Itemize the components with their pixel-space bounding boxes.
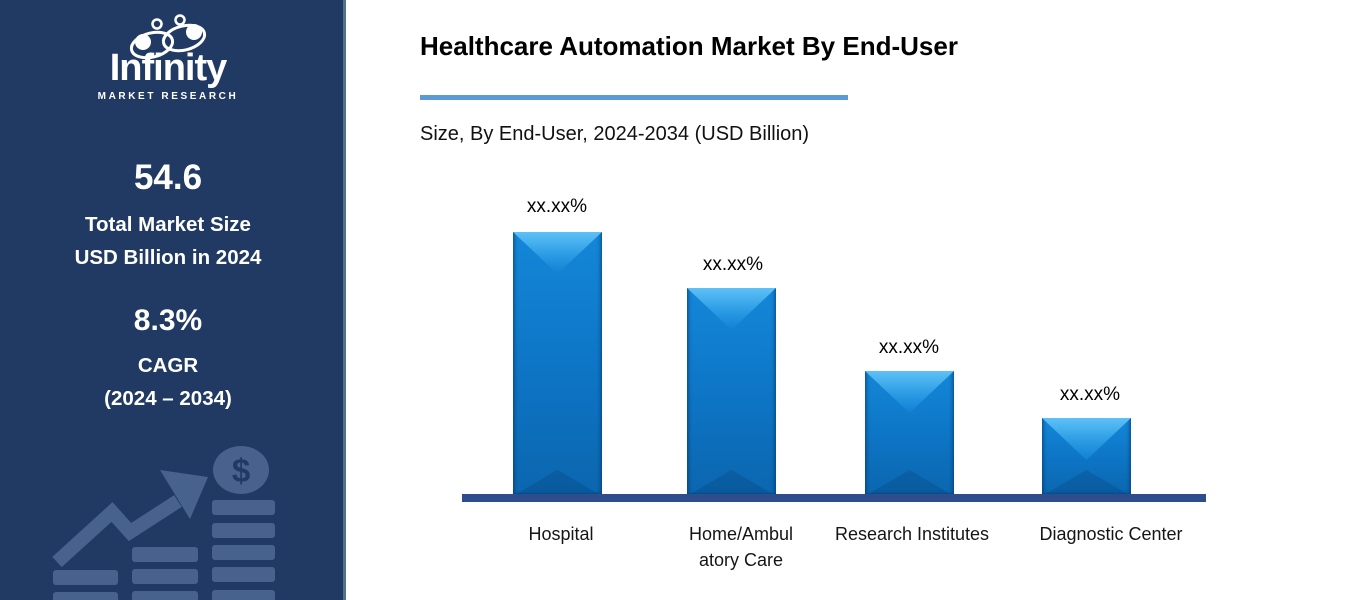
market-size-stat: 54.6 Total Market Size USD Billion in 20… [0, 158, 336, 275]
logo-name: Infinity [109, 47, 228, 89]
bar-diagnostic-center [1042, 418, 1131, 496]
growth-chart-dollar-icon: $ [52, 446, 275, 600]
bar-value-label: xx.xx% [526, 196, 588, 217]
logo-tagline: MARKET RESEARCH [97, 90, 239, 102]
infinity-logo-icon [129, 14, 207, 60]
cagr-stat: 8.3% CAGR (2024 – 2034) [0, 303, 336, 415]
bar-home-ambulatory-care [687, 288, 776, 496]
market-size-caption-line1: Total Market Size [85, 213, 251, 237]
bar-research-institutes [865, 371, 954, 496]
market-size-caption-line2: USD Billion in 2024 [74, 246, 262, 270]
title-underline [420, 95, 848, 100]
cagr-label: CAGR [137, 354, 199, 377]
x-axis-line [462, 494, 1206, 502]
category-label-diagnostic-center: Diagnostic Center [1039, 524, 1183, 544]
category-label-home-ambulatory-care: Home/Ambul atory Care [688, 524, 794, 571]
sidebar: Infinity MARKET RESEARCH 54.6 Total Mark… [0, 0, 346, 600]
market-size-value: 54.6 [133, 158, 203, 197]
dollar-sign-glyph: $ [232, 452, 250, 489]
bar-value-label: xx.xx% [1059, 384, 1121, 405]
bar-hospital [513, 232, 602, 496]
bar-value-label: xx.xx% [878, 337, 940, 358]
cagr-period: (2024 – 2034) [104, 387, 232, 411]
chart-subtitle: Size, By End-User, 2024-2034 (USD Billio… [420, 123, 810, 145]
category-label-research-institutes: Research Institutes [834, 524, 990, 544]
category-label-hospital: Hospital [528, 524, 594, 544]
page-title: Healthcare Automation Market By End-User [420, 31, 958, 61]
cagr-value: 8.3% [133, 304, 203, 337]
logo: Infinity MARKET RESEARCH [0, 12, 336, 102]
bar-value-label: xx.xx% [702, 254, 764, 275]
